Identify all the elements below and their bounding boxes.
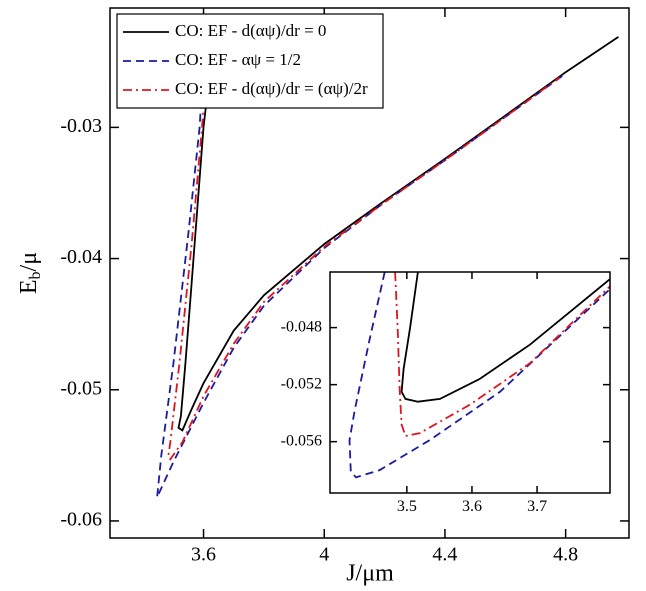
x-tick-label: 4 (319, 544, 329, 566)
x-tick-label: 4.4 (432, 544, 457, 566)
x-tick-label: 3.5 (397, 498, 417, 515)
y-tick-label: -0.048 (281, 318, 322, 335)
y-tick-label: -0.052 (281, 375, 322, 392)
legend: CO: EF - d(αψ)/dr = 0 CO: EF - αψ = 1/2 CO… (116, 13, 384, 109)
y-tick-label: -0.03 (60, 115, 102, 137)
x-axis-label: J/μm (346, 561, 394, 587)
legend-box (116, 13, 384, 109)
series-line (400, 272, 610, 403)
x-tick-label: 3.6 (462, 498, 482, 515)
y-axis-label: Eb/μ (16, 252, 44, 294)
x-tick-label: 3.7 (527, 498, 547, 515)
series-line (348, 272, 610, 479)
y-tick-label: -0.06 (60, 509, 102, 531)
plot-area (330, 272, 610, 493)
x-tick-label: 4.8 (553, 544, 578, 566)
series-line (394, 272, 610, 438)
series-line (177, 36, 619, 432)
plot-frame (329, 271, 611, 494)
y-tick-label: -0.05 (60, 377, 102, 399)
series-line (156, 61, 567, 498)
legend-label: CO: EF - αψ = 1/2 (175, 50, 301, 69)
y-tick-label: -0.04 (60, 246, 102, 268)
y-label-tail: /μ (16, 252, 42, 272)
y-label-base: E (16, 279, 42, 294)
x-tick-label: 3.6 (191, 544, 216, 566)
y-label-sub: b (27, 271, 44, 279)
legend-label: CO: EF - d(αψ)/dr = 0 (175, 21, 326, 40)
y-tick-label: -0.056 (281, 432, 322, 449)
plot-frame (109, 7, 630, 539)
legend-label: CO: EF - d(αψ)/dr = (αψ)/2r (175, 79, 368, 98)
